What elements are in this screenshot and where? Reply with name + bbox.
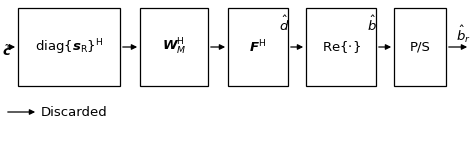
Text: $\hat{d}$: $\hat{d}$ [279, 15, 289, 34]
Text: P/S: P/S [410, 41, 430, 54]
Bar [394, 8, 446, 86]
Text: diag{$\boldsymbol{s}_{\mathrm{R}}$}$^{\mathrm{H}}$: diag{$\boldsymbol{s}_{\mathrm{R}}$}$^{\m… [35, 37, 103, 57]
Text: Re{$\cdot$}: Re{$\cdot$} [321, 39, 360, 55]
Text: $\boldsymbol{F}^{\mathrm{H}}$: $\boldsymbol{F}^{\mathrm{H}}$ [249, 39, 266, 55]
Text: $\boldsymbol{W}_{M}^{\mathrm{H}}$: $\boldsymbol{W}_{M}^{\mathrm{H}}$ [162, 37, 186, 57]
Bar [140, 8, 208, 86]
Bar [306, 8, 376, 86]
Text: $\hat{b}_{r}$: $\hat{b}_{r}$ [456, 23, 471, 45]
Bar [228, 8, 288, 86]
Text: $\hat{b}$: $\hat{b}$ [367, 15, 377, 34]
Text: $\tilde{\boldsymbol{c}}$: $\tilde{\boldsymbol{c}}$ [2, 45, 12, 59]
Text: Discarded: Discarded [41, 106, 108, 119]
Bar [18, 8, 120, 86]
